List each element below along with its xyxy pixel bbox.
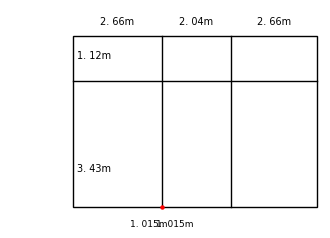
Bar xyxy=(73,36,317,207)
Text: 1. 015m: 1. 015m xyxy=(156,220,194,229)
Text: 2. 66m: 2. 66m xyxy=(100,17,134,27)
Text: 2. 04m: 2. 04m xyxy=(179,17,214,27)
Text: 3. 43m: 3. 43m xyxy=(77,164,111,174)
Text: 1. 015m: 1. 015m xyxy=(130,220,168,229)
Text: 1. 12m: 1. 12m xyxy=(77,51,111,61)
Text: 2. 66m: 2. 66m xyxy=(257,17,291,27)
